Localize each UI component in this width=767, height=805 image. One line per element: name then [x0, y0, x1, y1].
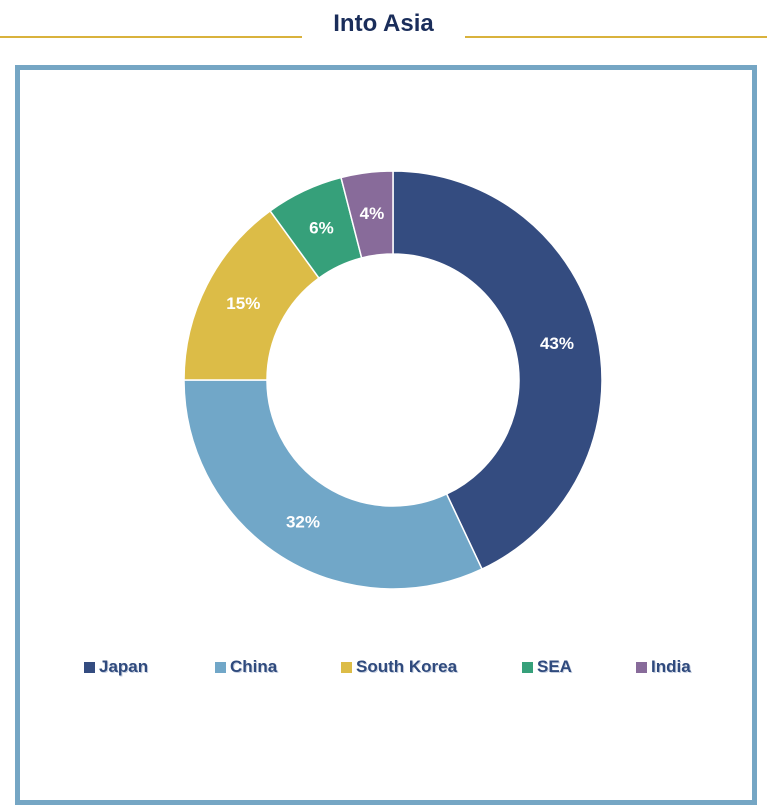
legend-swatch [522, 661, 533, 673]
slice-label-sea: 6% [309, 218, 334, 237]
legend-swatch [84, 661, 95, 673]
legend-label: India [651, 657, 691, 676]
donut-slice-japan [392, 170, 603, 571]
slice-label-china: 32% [286, 512, 320, 531]
page-title: Into Asia [333, 10, 434, 37]
legend-swatch [636, 661, 647, 673]
legend-item-south-korea: South Korea [341, 655, 457, 679]
legend-item-sea: SEA [522, 655, 572, 679]
legend-label: China [230, 657, 278, 676]
chart-legend: Japan China South Korea SEA India [0, 655, 767, 679]
legend-label: SEA [537, 657, 572, 676]
donut-slice-china [183, 379, 483, 590]
slice-label-india: 4% [360, 204, 385, 223]
legend-item-japan: Japan [84, 655, 148, 679]
title-container: Into Asia [302, 4, 465, 44]
legend-swatch [215, 661, 226, 673]
donut-slice-india [340, 170, 394, 259]
legend-item-india: India [636, 655, 691, 679]
legend-label: South Korea [356, 657, 458, 676]
legend-swatch [341, 661, 352, 673]
slice-label-south-korea: 15% [226, 294, 260, 313]
legend-label: Japan [99, 657, 149, 676]
slice-label-japan: 43% [540, 334, 574, 353]
legend-item-china: China [215, 655, 277, 679]
